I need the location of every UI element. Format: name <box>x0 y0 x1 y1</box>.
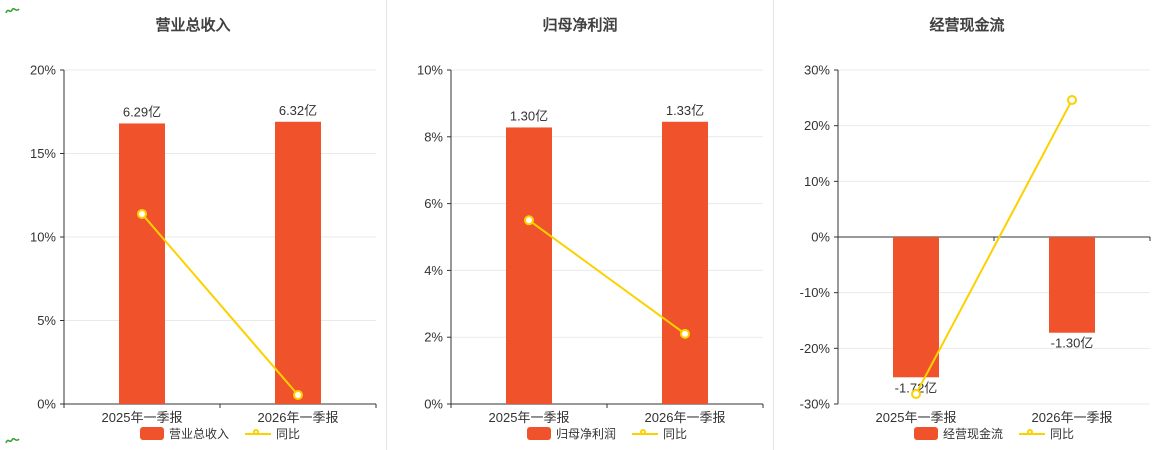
legend-label-yoy: 同比 <box>663 427 688 441</box>
svg-text:6%: 6% <box>424 196 443 211</box>
line-marker-icon <box>245 428 271 435</box>
svg-text:-1.72亿: -1.72亿 <box>895 380 938 395</box>
chart-canvas-revenue: 0% 5% 10% 15% 20% 6.29亿 6.32亿 2025年一季报 2026年一季报 <box>30 63 377 425</box>
legend-item-net-profit-bar[interactable]: 归母净利润 <box>526 425 616 442</box>
svg-text:4%: 4% <box>424 263 443 278</box>
legend-label-cash-flow: 经营现金流 <box>942 427 1003 441</box>
line-marker-icon <box>632 428 658 435</box>
decor-squiggle-top <box>5 7 20 14</box>
bar-swatch-icon <box>139 427 164 440</box>
legend-label-yoy: 同比 <box>1050 427 1075 441</box>
bar-swatch-icon <box>913 427 938 440</box>
svg-text:10%: 10% <box>30 230 56 245</box>
svg-text:-20%: -20% <box>800 341 831 356</box>
svg-text:1.33亿: 1.33亿 <box>666 103 704 118</box>
svg-text:-30%: -30% <box>800 397 831 412</box>
svg-text:-10%: -10% <box>800 285 831 300</box>
svg-text:0%: 0% <box>37 397 56 412</box>
svg-text:6.29亿: 6.29亿 <box>123 104 161 119</box>
chart-panel-net-profit: 归母净利润 0% 2% 4% 6% 8% 10% 1.30亿 1.33亿 2025年一季报 202… <box>387 0 774 450</box>
chart-legend-cash-flow: 经营现金流 同比 <box>838 425 1150 442</box>
chart-panel-cash-flow: 经营现金流 -30% -20% -10% 0% 10% 20% 30% -1.72亿 -1.30… <box>774 0 1160 450</box>
svg-text:10%: 10% <box>804 174 830 189</box>
legend-item-cash-flow-yoy[interactable]: 同比 <box>1019 425 1074 442</box>
decor-squiggle-bottom <box>5 437 20 444</box>
svg-text:8%: 8% <box>424 129 443 144</box>
svg-text:15%: 15% <box>30 146 56 161</box>
legend-label-revenue: 营业总收入 <box>168 427 229 441</box>
svg-text:0%: 0% <box>424 397 443 412</box>
svg-text:20%: 20% <box>30 63 56 78</box>
svg-text:10%: 10% <box>417 63 443 78</box>
legend-label-yoy: 同比 <box>276 427 301 441</box>
chart-canvas-net-profit: 0% 2% 4% 6% 8% 10% 1.30亿 1.33亿 2025年一季报 2026年一季报 <box>417 63 764 425</box>
svg-text:2025年一季报: 2025年一季报 <box>489 410 570 425</box>
chart-canvas-cash-flow: -30% -20% -10% 0% 10% 20% 30% -1.72亿 -1.30亿 2025年… <box>800 63 1151 425</box>
chart-legend-revenue: 营业总收入 同比 <box>64 425 376 442</box>
legend-label-net-profit: 归母净利润 <box>555 427 616 441</box>
svg-text:2026年一季报: 2026年一季报 <box>258 410 339 425</box>
svg-text:30%: 30% <box>804 63 830 78</box>
svg-text:1.30亿: 1.30亿 <box>510 108 548 123</box>
chart-title-cash-flow: 经营现金流 <box>929 17 1005 34</box>
chart-legend-net-profit: 归母净利润 同比 <box>451 425 763 442</box>
legend-item-cash-flow-bar[interactable]: 经营现金流 <box>913 425 1003 442</box>
svg-text:0%: 0% <box>811 230 830 245</box>
svg-text:5%: 5% <box>37 313 56 328</box>
svg-text:2025年一季报: 2025年一季报 <box>876 410 957 425</box>
svg-text:2026年一季报: 2026年一季报 <box>645 410 726 425</box>
svg-text:6.32亿: 6.32亿 <box>279 103 317 118</box>
svg-text:2026年一季报: 2026年一季报 <box>1032 410 1113 425</box>
chart-panel-revenue: 营业总收入 0% 5% 10% 15% 20% 6.29亿 6.32亿 2025年一季报 202… <box>0 0 387 450</box>
legend-item-net-profit-yoy[interactable]: 同比 <box>632 425 687 442</box>
legend-item-revenue-yoy[interactable]: 同比 <box>245 425 300 442</box>
svg-text:-1.30亿: -1.30亿 <box>1051 336 1094 351</box>
chart-title-net-profit: 归母净利润 <box>542 17 618 34</box>
bar-swatch-icon <box>526 427 551 440</box>
svg-text:20%: 20% <box>804 118 830 133</box>
legend-item-revenue-bar[interactable]: 营业总收入 <box>139 425 229 442</box>
svg-text:2025年一季报: 2025年一季报 <box>102 410 183 425</box>
line-marker-icon <box>1019 428 1045 435</box>
svg-text:2%: 2% <box>424 330 443 345</box>
chart-title-revenue: 营业总收入 <box>155 17 231 34</box>
